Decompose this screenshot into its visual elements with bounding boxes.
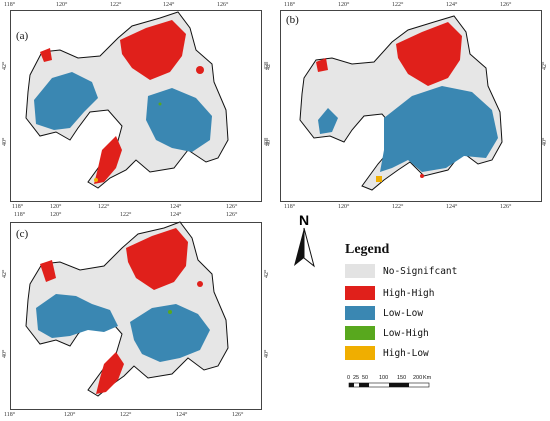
map-panel-a: 118° 120° 122° 124° 126° 42° 40° 42° 40°… — [0, 0, 270, 210]
legend-swatch — [345, 264, 375, 278]
tick-bottom-118-b: 118° — [284, 204, 296, 210]
tick-top-122-b: 122° — [392, 2, 404, 8]
tick-top-126-c: 126° — [226, 212, 238, 218]
scale-label-25: 25 — [353, 375, 360, 381]
legend-swatch — [345, 286, 375, 300]
north-arrow: N — [288, 212, 318, 268]
legend-label: High-High — [383, 287, 435, 299]
tick-top-118-b: 118° — [284, 2, 296, 8]
tick-bottom-126-a: 126° — [226, 204, 238, 210]
tick-top-120-a: 120° — [56, 2, 68, 8]
panel-label-a: (a) — [16, 30, 29, 42]
scale-bar-graphic — [348, 382, 430, 388]
scale-label-0: 0 — [347, 375, 351, 381]
scale-label-100: 100 — [379, 375, 389, 381]
legend-item-no-significant: No-Signifcant — [345, 264, 457, 278]
scale-label-200: 200 — [413, 375, 423, 381]
legend-label: No-Signifcant — [383, 265, 458, 277]
legend-swatch — [345, 306, 375, 320]
legend-item-low-high: Low-High — [345, 326, 429, 340]
tick-top-124-b: 124° — [446, 2, 458, 8]
map-panel-b: 118° 120° 122° 124° 126° 42° 40° 42° 40°… — [266, 0, 550, 210]
legend-swatch — [345, 326, 375, 340]
north-arrow-icon — [294, 227, 315, 268]
tick-top-124-a: 124° — [163, 2, 175, 8]
tick-bottom-118-c: 118° — [4, 412, 16, 418]
tick-bottom-126-c: 126° — [232, 412, 244, 418]
tick-bottom-126-b: 126° — [500, 204, 512, 210]
tick-top-118-c: 118° — [14, 212, 26, 218]
tick-top-120-c: 120° — [50, 212, 62, 218]
tick-top-124-c: 124° — [170, 212, 182, 218]
tick-bottom-120-b: 120° — [338, 204, 350, 210]
liaoning-map-b — [299, 15, 503, 191]
tick-bottom-122-c: 122° — [120, 412, 132, 418]
scale-label-150: 150 — [397, 375, 407, 381]
map-panel-c: 118° 120° 122° 124° 126° 42° 40° 42° 40°… — [0, 212, 270, 421]
tick-top-126-b: 126° — [500, 2, 512, 8]
tick-bottom-124-c: 124° — [176, 412, 188, 418]
tick-top-126-a: 126° — [217, 2, 229, 8]
tick-bottom-118-a: 118° — [12, 204, 24, 210]
legend-label: High-Low — [383, 347, 429, 359]
tick-bottom-122-b: 122° — [392, 204, 404, 210]
scale-label-50: 50 — [362, 375, 369, 381]
tick-top-118-a: 118° — [4, 2, 16, 8]
tick-bottom-120-c: 120° — [64, 412, 76, 418]
legend-item-high-high: High-High — [345, 286, 434, 300]
north-label: N — [299, 212, 310, 228]
legend-swatch — [345, 346, 375, 360]
panel-label-c: (c) — [16, 228, 29, 240]
tick-bottom-120-a: 120° — [50, 204, 62, 210]
scale-bar: 0 25 50 100 150 200 Km — [345, 375, 435, 395]
legend-label: Low-Low — [383, 307, 424, 319]
legend-item-low-low: Low-Low — [345, 306, 423, 320]
tick-top-122-a: 122° — [110, 2, 122, 8]
scale-unit: Km — [423, 375, 432, 381]
legend-label: Low-High — [383, 327, 429, 339]
liaoning-map-a — [25, 11, 229, 189]
liaoning-map-c — [25, 221, 229, 397]
tick-top-120-b: 120° — [338, 2, 350, 8]
tick-top-122-c: 122° — [120, 212, 132, 218]
tick-bottom-122-a: 122° — [98, 204, 110, 210]
tick-bottom-124-a: 124° — [170, 204, 182, 210]
panel-label-b: (b) — [286, 14, 299, 26]
tick-bottom-124-b: 124° — [446, 204, 458, 210]
legend-item-high-low: High-Low — [345, 346, 429, 360]
legend-title: Legend — [345, 242, 390, 257]
